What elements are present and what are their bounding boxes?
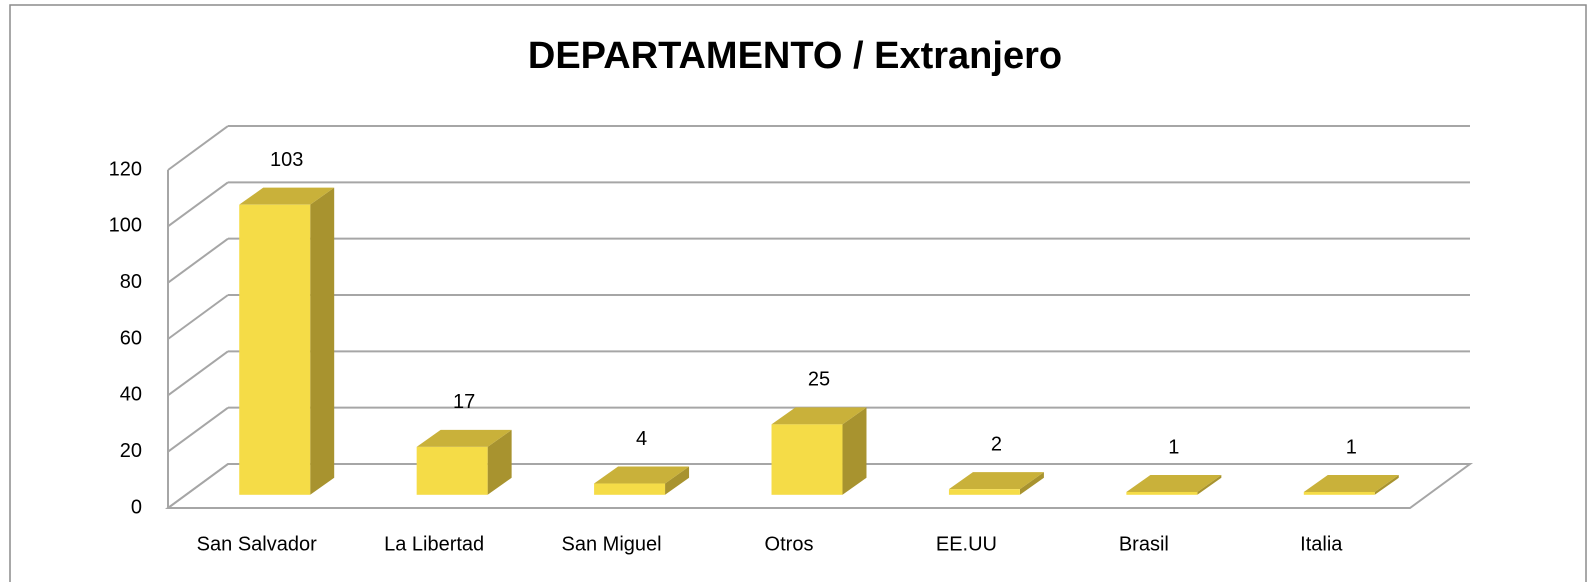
data-label: 4 (636, 428, 647, 450)
x-tick-label: Brasil (1119, 533, 1169, 555)
bar (594, 483, 666, 495)
y-tick-label: 80 (120, 271, 142, 293)
data-label: 25 (808, 369, 830, 391)
x-tick-label: La Libertad (384, 533, 484, 555)
bar-top (948, 472, 1044, 490)
y-tick-label: 40 (120, 384, 142, 406)
bar-top (416, 429, 512, 447)
x-tick-label: San Salvador (197, 533, 317, 555)
data-label: 103 (270, 149, 303, 171)
y-tick-label: 120 (109, 158, 142, 180)
bar-side (1197, 474, 1222, 495)
bar-top (239, 187, 335, 205)
y-tick-label: 20 (120, 440, 142, 462)
bar-side (1019, 472, 1044, 495)
x-tick-label: Otros (765, 533, 814, 555)
y-tick-label: 60 (120, 327, 142, 349)
bar (771, 424, 843, 495)
bar (416, 446, 488, 495)
bar (239, 204, 311, 495)
x-tick-label: San Miguel (562, 533, 662, 555)
y-tick-label: 100 (109, 215, 142, 237)
grid-line (167, 463, 229, 509)
bar-top (594, 466, 690, 484)
data-label: 17 (453, 391, 475, 413)
data-label: 1 (1346, 436, 1357, 458)
grid-line (167, 125, 229, 171)
grid-line (167, 237, 229, 284)
bar (1126, 491, 1198, 495)
bar-top (1126, 474, 1222, 492)
grid-line (167, 350, 229, 397)
bar-side (665, 466, 690, 495)
x-tick-label: Italia (1300, 533, 1343, 555)
bar (948, 489, 1020, 495)
bar-side (842, 407, 867, 495)
grid-line (167, 181, 229, 228)
bar (1303, 491, 1375, 495)
bar-top (1303, 474, 1399, 492)
y-tick-label: 0 (131, 496, 142, 518)
bar-side (487, 429, 512, 495)
bar-side (1374, 474, 1399, 495)
x-tick-label: EE.UU (936, 533, 997, 555)
data-label: 1 (1168, 436, 1179, 458)
grid-line (167, 406, 229, 453)
chart-title: DEPARTAMENTO / Extranjero (528, 35, 1062, 77)
bar-top (771, 407, 867, 425)
data-label: 2 (991, 433, 1002, 455)
bar-side (310, 187, 335, 495)
grid-line (167, 294, 229, 340)
